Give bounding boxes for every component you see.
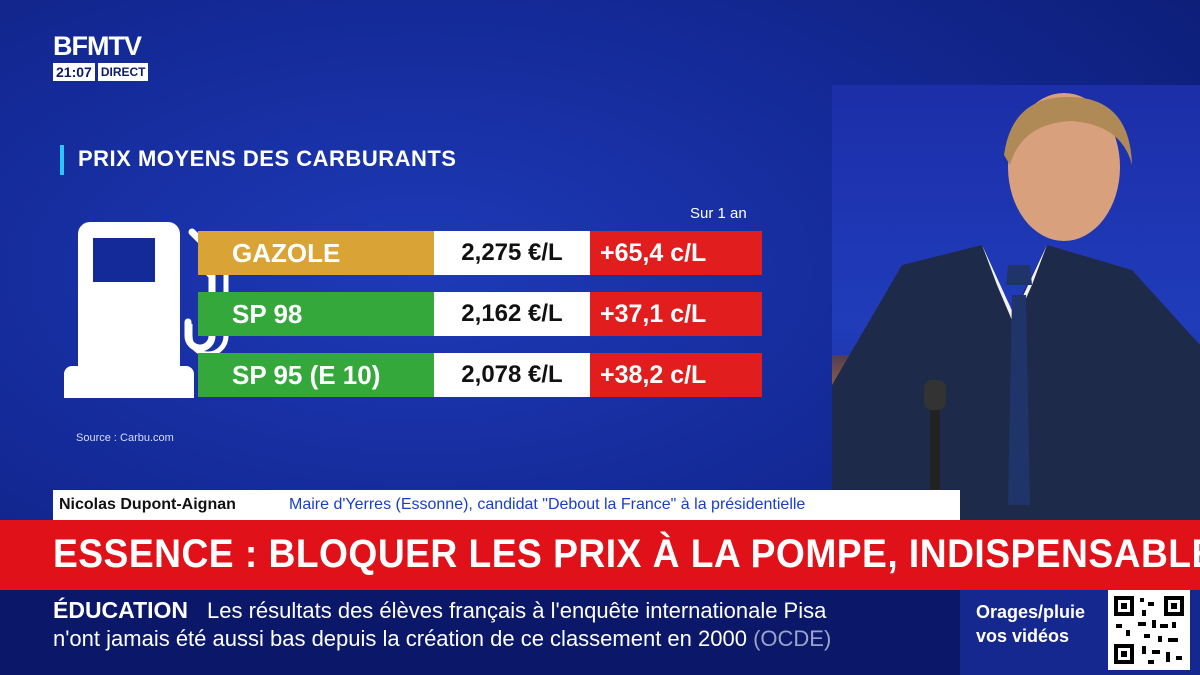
lower-third: Nicolas Dupont-Aignan Maire d'Yerres (Es… (53, 490, 960, 520)
qr-code-icon (1108, 590, 1190, 670)
fuel-delta: +65,4 c/L (590, 231, 762, 275)
promo-line1: Orages/pluie (976, 602, 1086, 622)
ticker-category: ÉDUCATION (53, 597, 189, 623)
headline-text: ESSENCE : BLOQUER LES PRIX À LA POMPE, I… (53, 532, 1200, 576)
ticker-text-line2: n'ont jamais été aussi bas depuis la cré… (53, 626, 831, 652)
fuel-pump-icon (64, 222, 229, 398)
graphic-source: Source : Carbu.com (76, 432, 174, 444)
fuel-row-sp98: SP 98 2,162 €/L +37,1 c/L (198, 292, 762, 336)
clock-bar: 21:07 DIRECT (53, 63, 171, 81)
guest-figure (832, 93, 1200, 521)
period-label: Sur 1 an (690, 205, 747, 222)
title-accent-bar (60, 145, 64, 175)
news-ticker (0, 590, 960, 675)
ticker-text: n'ont jamais été aussi bas depuis la cré… (53, 626, 747, 651)
guest-name: Nicolas Dupont-Aignan (59, 496, 236, 513)
promo-line2: vos vidéos (976, 626, 1070, 646)
promo-text: Orages/pluie vos vidéos (976, 600, 1085, 648)
graphic-title: PRIX MOYENS DES CARBURANTS (78, 146, 457, 171)
ticker-source: (OCDE) (753, 626, 832, 651)
fuel-name: SP 98 (198, 292, 434, 336)
ticker-text-line1: Les résultats des élèves français à l'en… (207, 598, 827, 623)
guest-video-feed (832, 85, 1200, 521)
fuel-name: GAZOLE (198, 231, 434, 275)
fuel-name: SP 95 (E 10) (198, 353, 434, 397)
fuel-row-sp95: SP 95 (E 10) 2,078 €/L +38,2 c/L (198, 353, 762, 397)
headline-banner (0, 520, 1200, 590)
fuel-delta: +37,1 c/L (590, 292, 762, 336)
guest-role: Maire d'Yerres (Essonne), candidat "Debo… (289, 496, 806, 513)
clock-time: 21:07 (53, 63, 95, 81)
channel-name: BFMTV (53, 31, 142, 61)
fuel-price: 2,275 €/L (434, 231, 590, 275)
channel-logo: BFMTV 21:07 DIRECT (53, 33, 171, 81)
fuel-price: 2,078 €/L (434, 353, 590, 397)
fuel-delta: +38,2 c/L (590, 353, 762, 397)
fuel-price: 2,162 €/L (434, 292, 590, 336)
fuel-row-gazole: GAZOLE 2,275 €/L +65,4 c/L (198, 231, 762, 275)
live-label: DIRECT (97, 63, 149, 81)
